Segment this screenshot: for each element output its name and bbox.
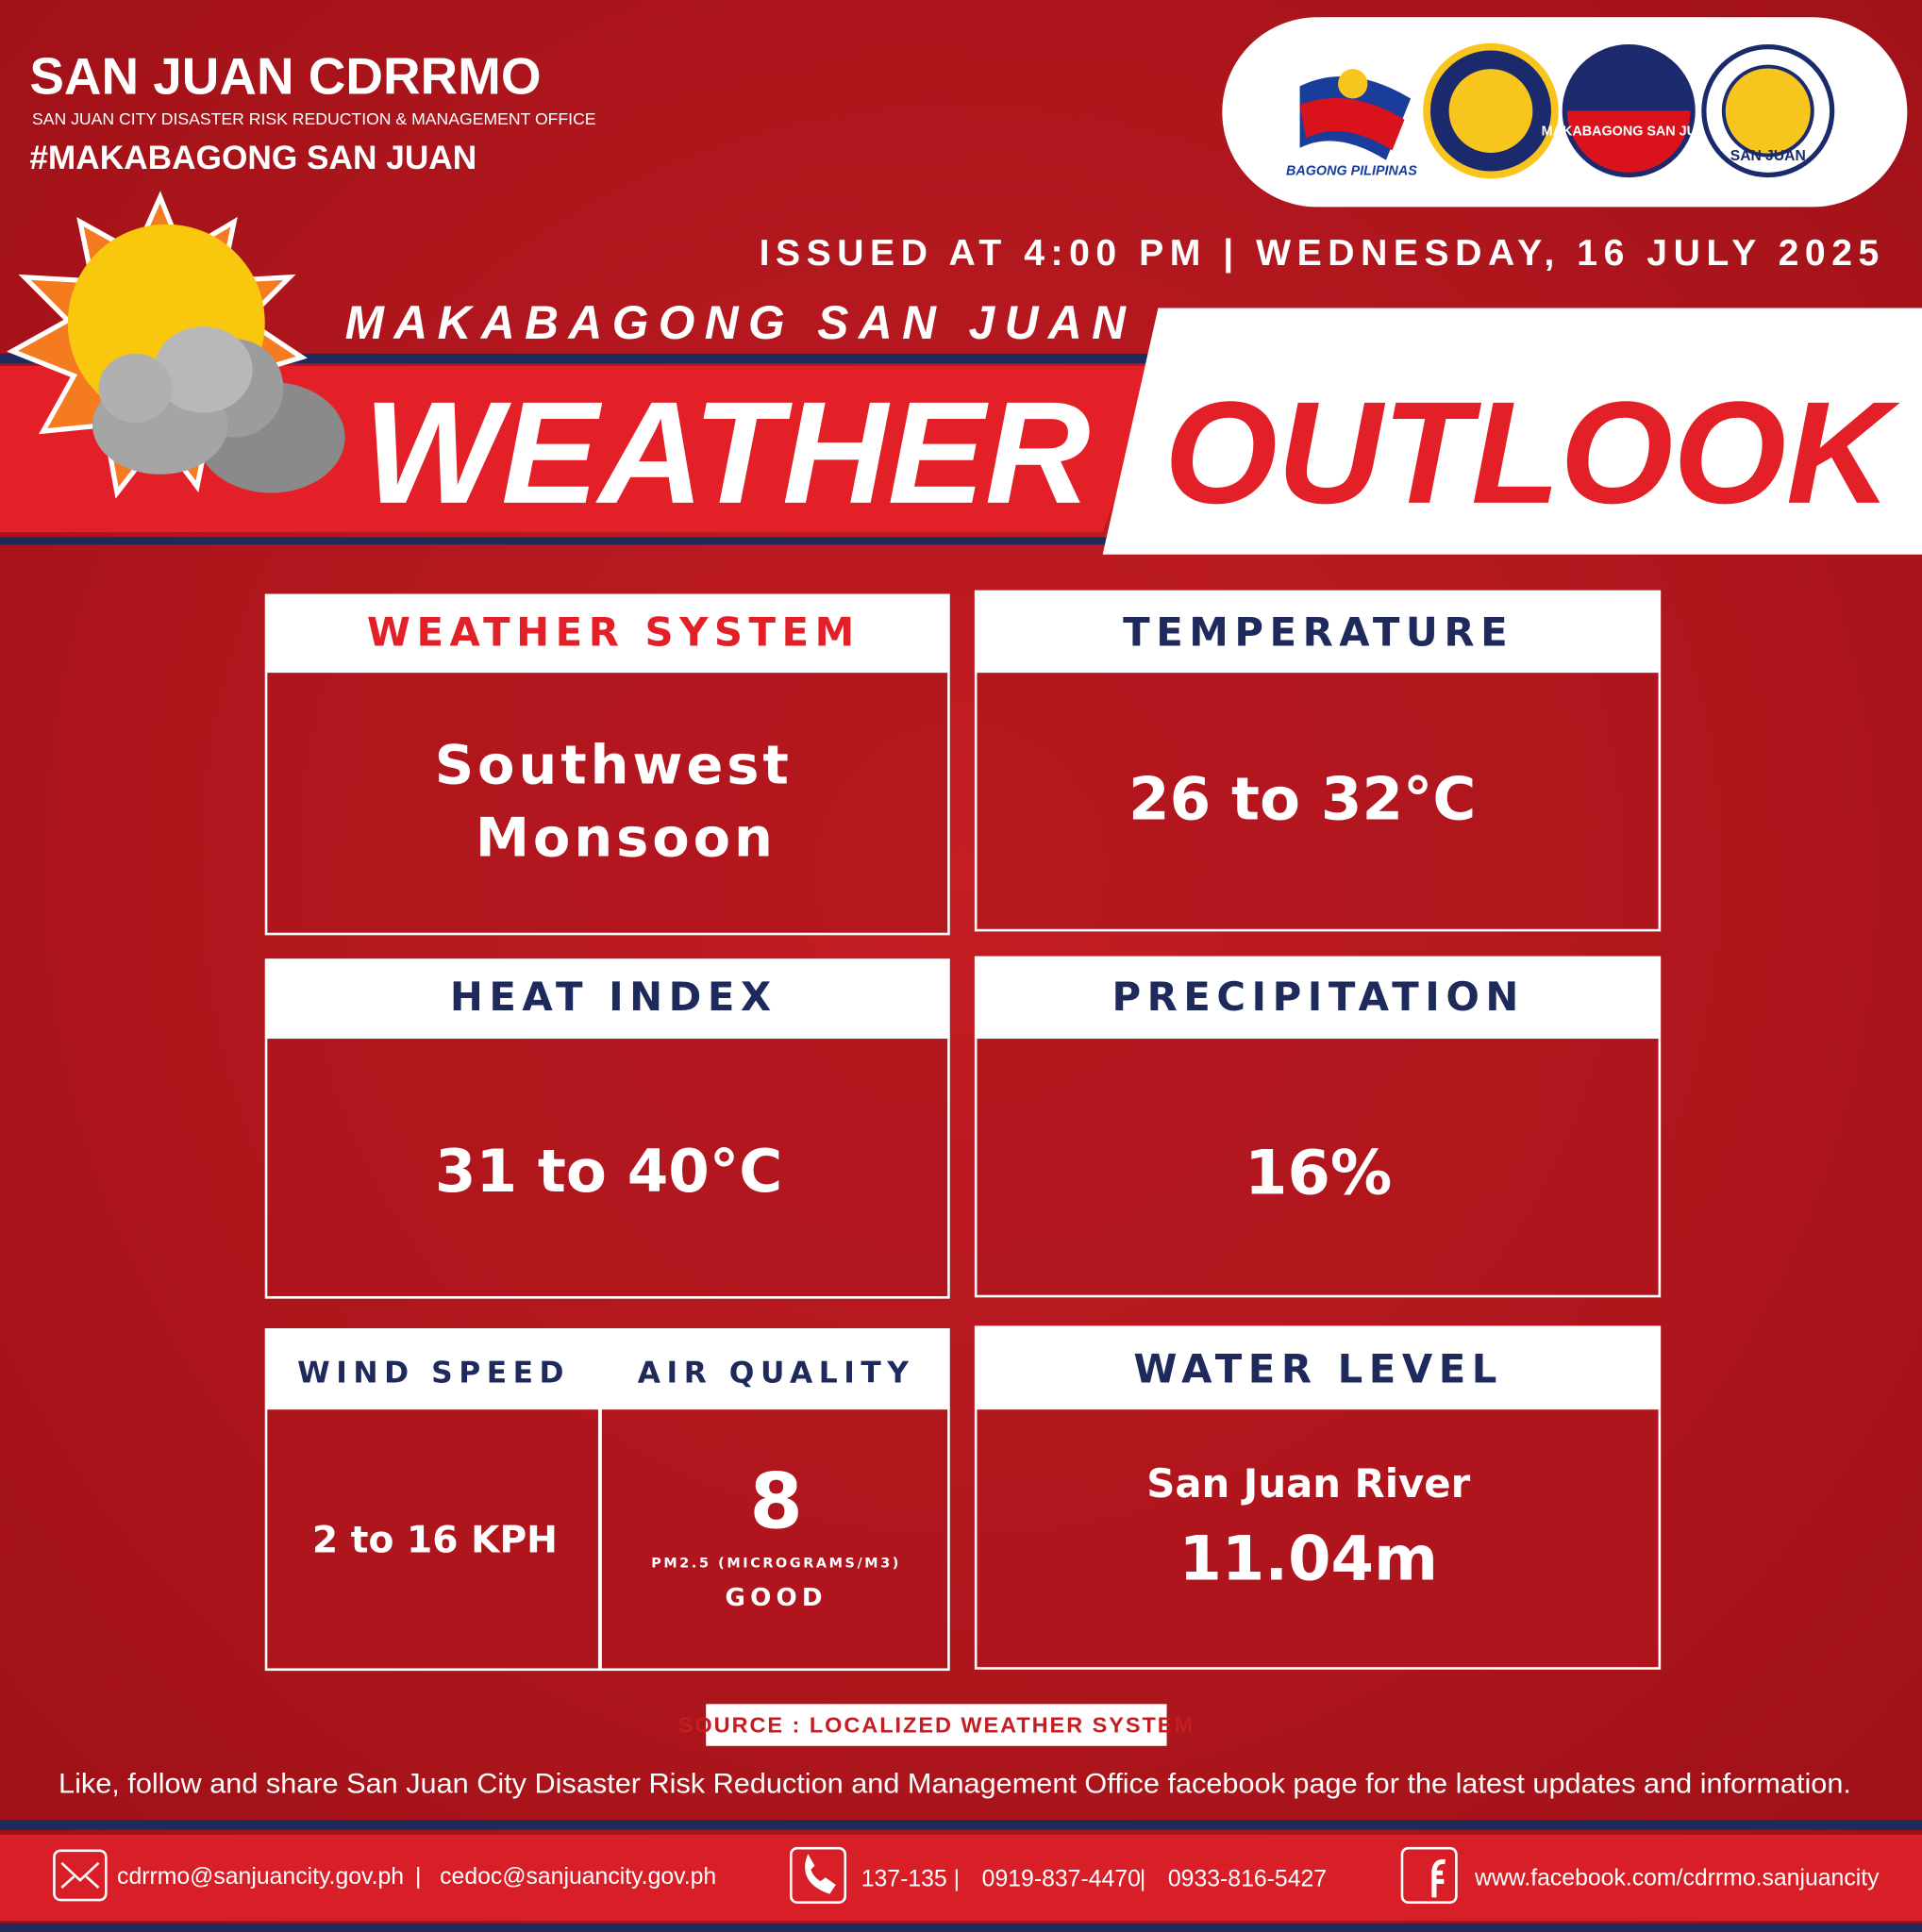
weather-icon [6, 191, 345, 499]
card-header [974, 1325, 1662, 1408]
logo-bagong-pilipinas: BAGONG PILIPINAS [1286, 69, 1417, 178]
stripe [0, 1923, 1922, 1932]
card-value: 8 [749, 1458, 802, 1547]
card-location: San Juan River [1146, 1460, 1470, 1507]
org-title: SAN JUAN CDRRMO [29, 46, 541, 105]
separator: | [1140, 1867, 1145, 1892]
stripe [0, 1820, 1922, 1830]
footer-icons [53, 1846, 1458, 1904]
card-title: WIND SPEED [297, 1356, 570, 1390]
stripe [0, 353, 1164, 364]
cards [264, 590, 1662, 1672]
card-body [264, 1036, 950, 1299]
phone: 0919-837-4470 [982, 1867, 1141, 1892]
card-body [974, 1036, 1662, 1298]
card-value: 2 to 16 KPH [312, 1520, 558, 1562]
source-box [706, 1704, 1167, 1746]
banner-kicker: MAKABAGONG SAN JUAN [345, 296, 1136, 349]
card-value: 16% [1245, 1138, 1392, 1209]
org-subtitle: SAN JUAN CITY DISASTER RISK REDUCTION & … [32, 109, 596, 128]
card-header [264, 593, 950, 672]
email: cdrrmo@sanjuancity.gov.ph [117, 1864, 404, 1890]
source: SOURCE : LOCALIZED WEATHER SYSTEM [678, 1712, 1195, 1737]
phone: 0933-816-5427 [1168, 1867, 1327, 1892]
card-header [974, 590, 1662, 672]
card-value: Southwest [435, 734, 793, 797]
logo-label: SAN JUAN [1730, 148, 1806, 164]
logo-city-seal-inner [1448, 69, 1533, 153]
footer-bar [0, 1834, 1922, 1922]
stripe [0, 537, 1110, 545]
card-body [264, 1407, 950, 1672]
card-title: HEAT INDEX [450, 974, 777, 1020]
card-header [264, 1328, 950, 1408]
phone: 137-135 [861, 1867, 947, 1892]
banner-word1: WEATHER [363, 371, 1090, 534]
logo-label: BAGONG PILIPINAS [1286, 163, 1417, 178]
card-header [974, 956, 1662, 1038]
card-value: Monsoon [476, 807, 777, 870]
issued: ISSUED AT 4:00 PM | WEDNESDAY, 16 JULY 2… [760, 233, 1885, 274]
card-value: 11.04m [1178, 1523, 1437, 1594]
card-title: WEATHER SYSTEM [367, 608, 861, 655]
logo-makabagong-top [1566, 49, 1691, 111]
email: cedoc@sanjuancity.gov.ph [440, 1864, 716, 1890]
card-value: 26 to 32°C [1128, 765, 1476, 834]
logo-cdrrmo-inner [1721, 64, 1814, 158]
separator: | [415, 1864, 421, 1890]
card-title: PRECIPITATION [1111, 974, 1524, 1020]
card-header [264, 958, 950, 1038]
card-body [974, 1407, 1662, 1670]
card-title: AIR QUALITY [638, 1356, 915, 1390]
card-title: TEMPERATURE [1123, 608, 1513, 655]
card-body [264, 670, 950, 936]
hashtag: #MAKABAGONG SAN JUAN [29, 140, 476, 176]
banner-white [1102, 308, 1922, 555]
facebook: www.facebook.com/cdrrmo.sanjuancity [1474, 1865, 1880, 1890]
card-value: 31 to 40°C [435, 1137, 782, 1206]
card-body [974, 670, 1662, 932]
logo-label: MAKABAGONG SAN JUAN [1542, 125, 1716, 140]
note: Like, follow and share San Juan City Dis… [58, 1768, 1851, 1799]
card-title: WATER LEVEL [1133, 1345, 1503, 1391]
banner-word2: OUTLOOK [1164, 371, 1900, 534]
separator: | [954, 1867, 960, 1892]
card-unit: PM2.5 (MICROGRAMS/M3) [651, 1556, 901, 1571]
card-rating: GOOD [725, 1584, 827, 1612]
